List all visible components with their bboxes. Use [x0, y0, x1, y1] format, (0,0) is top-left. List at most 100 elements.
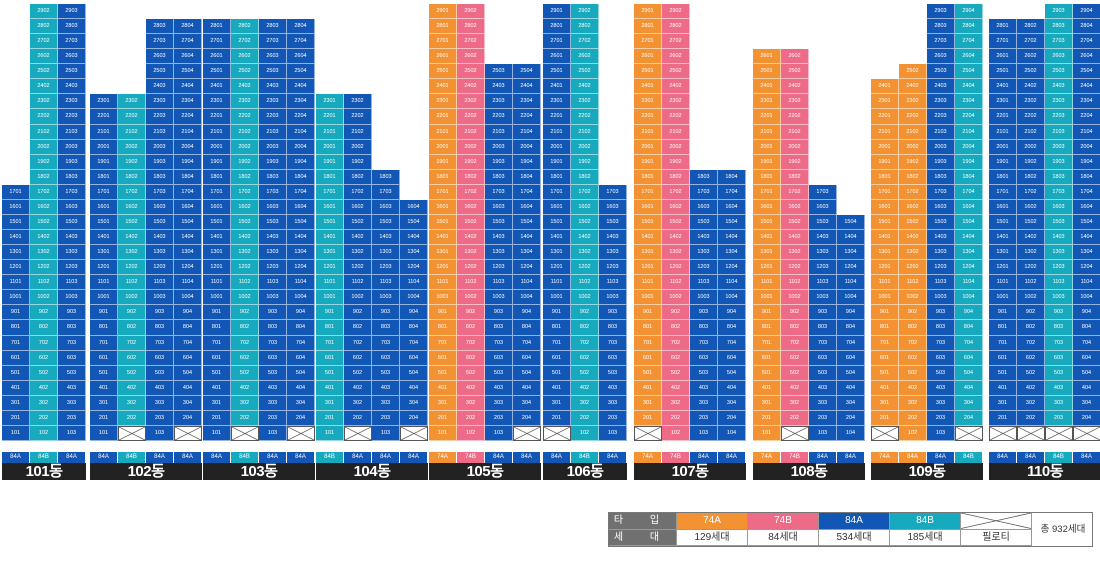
unit-cell: 2102 [344, 124, 372, 140]
unit-cell: 2802 [662, 19, 690, 35]
unit-cell: 501 [753, 365, 781, 381]
line-type-label: 74B [457, 452, 485, 463]
unit-cell: 301 [203, 395, 231, 411]
line-type-label: 74A [634, 452, 662, 463]
unit-cell: 204 [837, 410, 865, 426]
unit-cell: 1304 [400, 245, 428, 261]
unit-cell: 1304 [513, 245, 541, 261]
unit-cell: 702 [899, 335, 927, 351]
unit-cell: 1002 [118, 290, 146, 306]
unit-cell: 1201 [203, 260, 231, 276]
unit-cell: 703 [809, 335, 837, 351]
unit-cell: 304 [837, 395, 865, 411]
unit-cell: 903 [372, 305, 400, 321]
line-type-label: 74A [753, 452, 781, 463]
unit-cell: 203 [599, 410, 627, 426]
unit-cell: 1102 [662, 275, 690, 291]
unit-cell: 2503 [146, 64, 174, 80]
legend-count-piloti: 필로티 [961, 529, 1032, 546]
unit-cell: 2302 [30, 94, 58, 110]
unit-cell: 802 [118, 320, 146, 336]
unit-cell: 1804 [513, 169, 541, 185]
unit-cell: 2002 [1017, 139, 1045, 155]
line-type-label: 74A [871, 452, 899, 463]
unit-cell: 1402 [781, 230, 809, 246]
unit-cell: 2002 [899, 139, 927, 155]
unit-cell: 601 [316, 350, 344, 366]
unit-cell: 1001 [90, 290, 118, 306]
unit-cell: 1601 [2, 199, 30, 215]
unit-cell: 1802 [662, 169, 690, 185]
unit-cell: 2203 [927, 109, 955, 125]
unit-cell: 1704 [1073, 184, 1100, 200]
unit-cell: 1301 [429, 245, 457, 261]
unit-cell: 1102 [571, 275, 599, 291]
unit-cell: 2601 [989, 49, 1017, 65]
unit-cell: 1401 [316, 230, 344, 246]
unit-cell: 201 [634, 410, 662, 426]
unit-cell: 1104 [718, 275, 746, 291]
unit-cell: 1602 [231, 199, 259, 215]
unit-cell: 1104 [837, 275, 865, 291]
unit-cell: 1804 [955, 169, 983, 185]
unit-cell: 1304 [955, 245, 983, 261]
unit-cell: 1202 [30, 260, 58, 276]
unit-cell: 1004 [513, 290, 541, 306]
unit-cell: 1202 [781, 260, 809, 276]
building-name: 104동 [316, 463, 428, 480]
unit-cell: 701 [871, 335, 899, 351]
unit-cell: 2001 [316, 139, 344, 155]
unit-cell: 1604 [400, 199, 428, 215]
unit-cell: 604 [174, 350, 202, 366]
unit-cell: 204 [513, 410, 541, 426]
unit-cell: 201 [316, 410, 344, 426]
unit-cell: 2001 [203, 139, 231, 155]
unit-cell: 1902 [344, 154, 372, 170]
unit-cell: 2304 [174, 94, 202, 110]
unit-cell: 2101 [989, 124, 1017, 140]
unit-cell: 502 [899, 365, 927, 381]
line-type-label: 84A [146, 452, 174, 463]
unit-cell: 1303 [485, 245, 513, 261]
unit-cell: 2404 [955, 79, 983, 95]
unit-cell: 1102 [30, 275, 58, 291]
unit-cell: 401 [429, 380, 457, 396]
unit-cell: 1202 [662, 260, 690, 276]
unit-cell: 201 [90, 410, 118, 426]
unit-cell: 401 [989, 380, 1017, 396]
unit-cell: 1504 [287, 214, 315, 230]
unit-cell: 903 [599, 305, 627, 321]
unit-cell: 502 [344, 365, 372, 381]
unit-cell: 2302 [1017, 94, 1045, 110]
unit-cell: 1804 [718, 169, 746, 185]
unit-cell: 2002 [231, 139, 259, 155]
unit-cell: 2604 [1073, 49, 1100, 65]
line-type-label: 84A [543, 452, 571, 463]
unit-cell: 2504 [287, 64, 315, 80]
unit-cell: 701 [753, 335, 781, 351]
unit-cell: 1301 [753, 245, 781, 261]
unit-cell: 1903 [259, 154, 287, 170]
unit-cell: 403 [146, 380, 174, 396]
unit-cell: 1204 [400, 260, 428, 276]
unit-cell: 502 [231, 365, 259, 381]
line-type-label: 84A [599, 452, 627, 463]
unit-cell: 303 [927, 395, 955, 411]
unit-cell: 2302 [344, 94, 372, 110]
unit-cell: 1402 [231, 230, 259, 246]
line-type-label: 84B [955, 452, 983, 463]
unit-cell: 2502 [1017, 64, 1045, 80]
unit-cell: 2504 [174, 64, 202, 80]
unit-cell: 902 [571, 305, 599, 321]
unit-cell: 2902 [457, 3, 485, 20]
unit-cell: 1803 [1045, 169, 1073, 185]
unit-cell: 2102 [457, 124, 485, 140]
unit-cell: 103 [809, 425, 837, 441]
unit-cell: 502 [457, 365, 485, 381]
unit-cell: 604 [718, 350, 746, 366]
unit-cell: 1004 [287, 290, 315, 306]
unit-cell: 1104 [287, 275, 315, 291]
unit-cell: 1402 [899, 230, 927, 246]
unit-cell: 2703 [927, 34, 955, 50]
line-type-label: 84A [2, 452, 30, 463]
